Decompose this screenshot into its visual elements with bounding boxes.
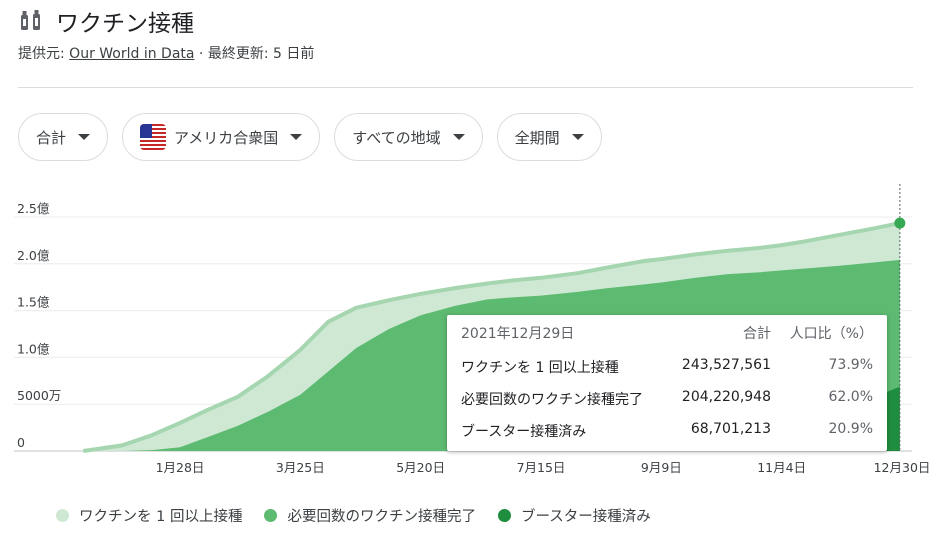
legend-label: ワクチンを 1 回以上接種: [79, 509, 243, 525]
legend-item[interactable]: ブースター接種済み: [497, 505, 651, 526]
country-filter-chip[interactable]: アメリカ合衆国: [122, 113, 321, 161]
chart-marker: [894, 184, 906, 451]
x-tick-label: 12月30日: [874, 460, 931, 475]
tooltip-row-value: 243,527,561: [681, 357, 771, 373]
source-line: 提供元: Our World in Data · 最終更新: 5 日前: [18, 43, 314, 63]
line-first-dose: [83, 221, 901, 453]
chevron-down-icon: [571, 134, 584, 140]
tooltip-row-pct: 62.0%: [828, 389, 873, 405]
legend-dot-icon: [56, 509, 69, 522]
x-tick-label: 3月25日: [276, 460, 325, 475]
x-tick-label: 5月20日: [396, 460, 445, 475]
y-tick-label: 2.5億: [17, 201, 50, 216]
vaccine-icon: [21, 10, 40, 30]
filter-bar: 合計 アメリカ合衆国 すべての地域 全期間: [18, 113, 602, 161]
chevron-down-icon: [78, 134, 91, 140]
y-tick-label: 5000万: [17, 388, 61, 403]
country-filter-label: アメリカ合衆国: [174, 128, 279, 147]
tooltip-row-label: ブースター接種済み: [461, 424, 587, 440]
tooltip-row-pct: 20.9%: [828, 421, 873, 437]
source-link[interactable]: Our World in Data: [69, 46, 195, 62]
tooltip-row: 必要回数のワクチン接種完了 204,220,948 62.0%: [461, 389, 873, 411]
y-tick-label: 2.0億: [17, 248, 50, 263]
tooltip-date: 2021年12月29日: [461, 326, 575, 342]
metric-filter-chip[interactable]: 合計: [18, 113, 109, 161]
tooltip-header: 2021年12月29日 合計 人口比（%）: [461, 323, 873, 345]
chevron-down-icon: [290, 134, 303, 140]
tooltip-row-value: 204,220,948: [681, 389, 771, 405]
y-tick-label: 0: [17, 435, 25, 450]
source-prefix: 提供元:: [18, 46, 65, 62]
region-filter-chip[interactable]: すべての地域: [334, 113, 483, 161]
y-tick-label: 1.5億: [17, 295, 50, 310]
tooltip-row: ブースター接種済み 68,701,213 20.9%: [461, 421, 873, 443]
tooltip-col-pct: 人口比（%）: [789, 326, 873, 342]
legend-item[interactable]: 必要回数のワクチン接種完了: [264, 505, 476, 526]
x-tick-label: 9月9日: [641, 460, 682, 475]
us-flag-icon: [140, 124, 167, 150]
chart-tooltip: 2021年12月29日 合計 人口比（%） ワクチンを 1 回以上接種 243,…: [447, 315, 887, 451]
chevron-down-icon: [452, 134, 465, 140]
period-filter-label: 全期間: [514, 128, 560, 147]
legend-dot-icon: [264, 509, 278, 522]
chart-legend: ワクチンを 1 回以上接種 必要回数のワクチン接種完了 ブースター接種済み: [56, 505, 673, 526]
tooltip-row-pct: 73.9%: [828, 357, 873, 373]
period-filter-chip[interactable]: 全期間: [496, 113, 602, 161]
x-tick-label: 7月15日: [517, 460, 566, 475]
legend-label: 必要回数のワクチン接種完了: [287, 509, 476, 525]
tooltip-col-total: 合計: [743, 326, 771, 342]
x-tick-label: 11月4日: [757, 460, 806, 475]
tooltip-row-label: 必要回数のワクチン接種完了: [461, 392, 643, 408]
y-tick-label: 1.0億: [17, 341, 50, 356]
x-tick-label: 1月28日: [156, 460, 205, 475]
tooltip-row-value: 68,701,213: [690, 421, 771, 437]
hover-point: [894, 217, 906, 229]
page-title: ワクチン接種: [56, 11, 194, 37]
tooltip-row-label: ワクチンを 1 回以上接種: [461, 360, 619, 376]
header: ワクチン接種: [18, 4, 194, 38]
metric-filter-label: 合計: [36, 128, 67, 147]
x-axis-ticks: 1月28日 3月25日 5月20日 7月15日 9月9日 11月4日 12月30日: [156, 460, 931, 475]
divider: [18, 87, 913, 88]
legend-dot-icon: [497, 509, 511, 522]
y-axis-ticks: 0 5000万 1.0億 1.5億 2.0億 2.5億: [17, 201, 61, 450]
region-filter-label: すべての地域: [352, 128, 441, 147]
legend-item[interactable]: ワクチンを 1 回以上接種: [56, 505, 242, 526]
legend-label: ブースター接種済み: [520, 509, 651, 525]
tooltip-row: ワクチンを 1 回以上接種 243,527,561 73.9%: [461, 357, 873, 379]
last-updated: · 最終更新: 5 日前: [194, 46, 315, 62]
